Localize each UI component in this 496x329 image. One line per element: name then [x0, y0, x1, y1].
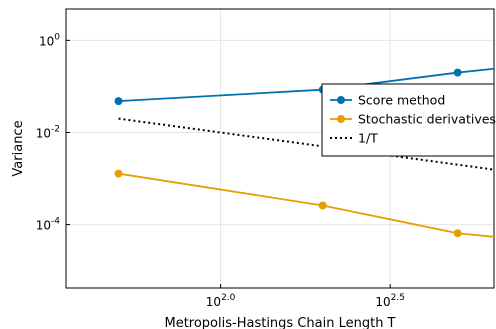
legend-label-stochastic-derivatives: Stochastic derivatives	[358, 112, 496, 127]
legend-item-score-method: Score method	[330, 93, 445, 108]
data-point-stochastic-derivatives-1	[318, 201, 327, 210]
data-point-stochastic-derivatives-0	[114, 169, 123, 178]
data-point-score-method-0	[114, 97, 123, 106]
legend-box	[321, 83, 495, 157]
legend-marker-score-method	[337, 96, 345, 104]
legend: Score method Stochastic derivatives 1/T	[321, 83, 496, 157]
y-tick-label-1: 10-2	[36, 124, 60, 140]
data-point-stochastic-derivatives-2	[453, 229, 462, 238]
y-axis-title: Variance	[11, 120, 26, 176]
legend-label-score-method: Score method	[358, 93, 445, 108]
x-tick-label-1: 102.5	[375, 293, 405, 309]
x-axis-title: Metropolis-Hastings Chain Length T	[164, 316, 395, 329]
series-line-stochastic-derivatives	[118, 172, 494, 238]
x-tick-label-0: 102.0	[206, 293, 236, 309]
legend-item-stochastic-derivatives: Stochastic derivatives	[330, 112, 496, 127]
y-tick-label-2: 10-4	[36, 217, 61, 233]
legend-item-1-t: 1/T	[330, 131, 378, 146]
legend-marker-stochastic-derivatives	[337, 115, 345, 123]
data-point-score-method-2	[453, 68, 462, 77]
legend-label-1-t: 1/T	[358, 131, 378, 146]
y-tick-label-0: 100	[39, 32, 60, 48]
series-stochastic-derivatives	[114, 169, 494, 238]
